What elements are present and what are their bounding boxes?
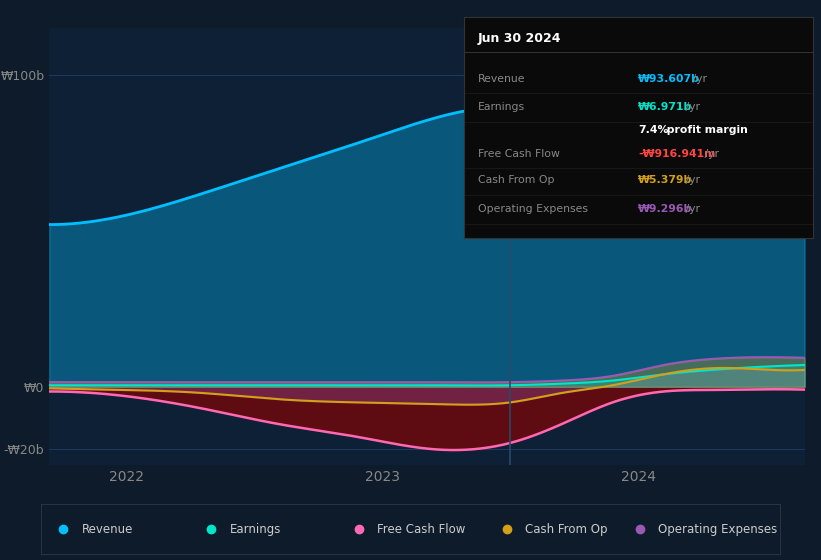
Text: Cash From Op: Cash From Op <box>525 522 608 536</box>
Text: -₩916.941m: -₩916.941m <box>639 149 716 159</box>
Text: /yr: /yr <box>682 175 700 185</box>
Text: Operating Expenses: Operating Expenses <box>478 204 588 214</box>
Text: ₩5.379b: ₩5.379b <box>639 175 693 185</box>
Text: Free Cash Flow: Free Cash Flow <box>377 522 466 536</box>
Text: Earnings: Earnings <box>478 102 525 113</box>
Text: /yr: /yr <box>682 204 700 214</box>
Text: Revenue: Revenue <box>478 74 525 84</box>
Text: Revenue: Revenue <box>82 522 133 536</box>
Text: ₩93.607b: ₩93.607b <box>639 74 700 84</box>
Text: profit margin: profit margin <box>663 125 748 134</box>
Text: Operating Expenses: Operating Expenses <box>658 522 777 536</box>
Text: /yr: /yr <box>682 102 700 113</box>
Text: Free Cash Flow: Free Cash Flow <box>478 149 560 159</box>
Text: ₩9.296b: ₩9.296b <box>639 204 693 214</box>
Text: 7.4%: 7.4% <box>639 125 669 134</box>
Text: /yr: /yr <box>701 149 719 159</box>
Text: Cash From Op: Cash From Op <box>478 175 554 185</box>
Text: Jun 30 2024: Jun 30 2024 <box>478 32 562 45</box>
Text: Earnings: Earnings <box>230 522 281 536</box>
Text: ₩6.971b: ₩6.971b <box>639 102 693 113</box>
Text: /yr: /yr <box>689 74 707 84</box>
